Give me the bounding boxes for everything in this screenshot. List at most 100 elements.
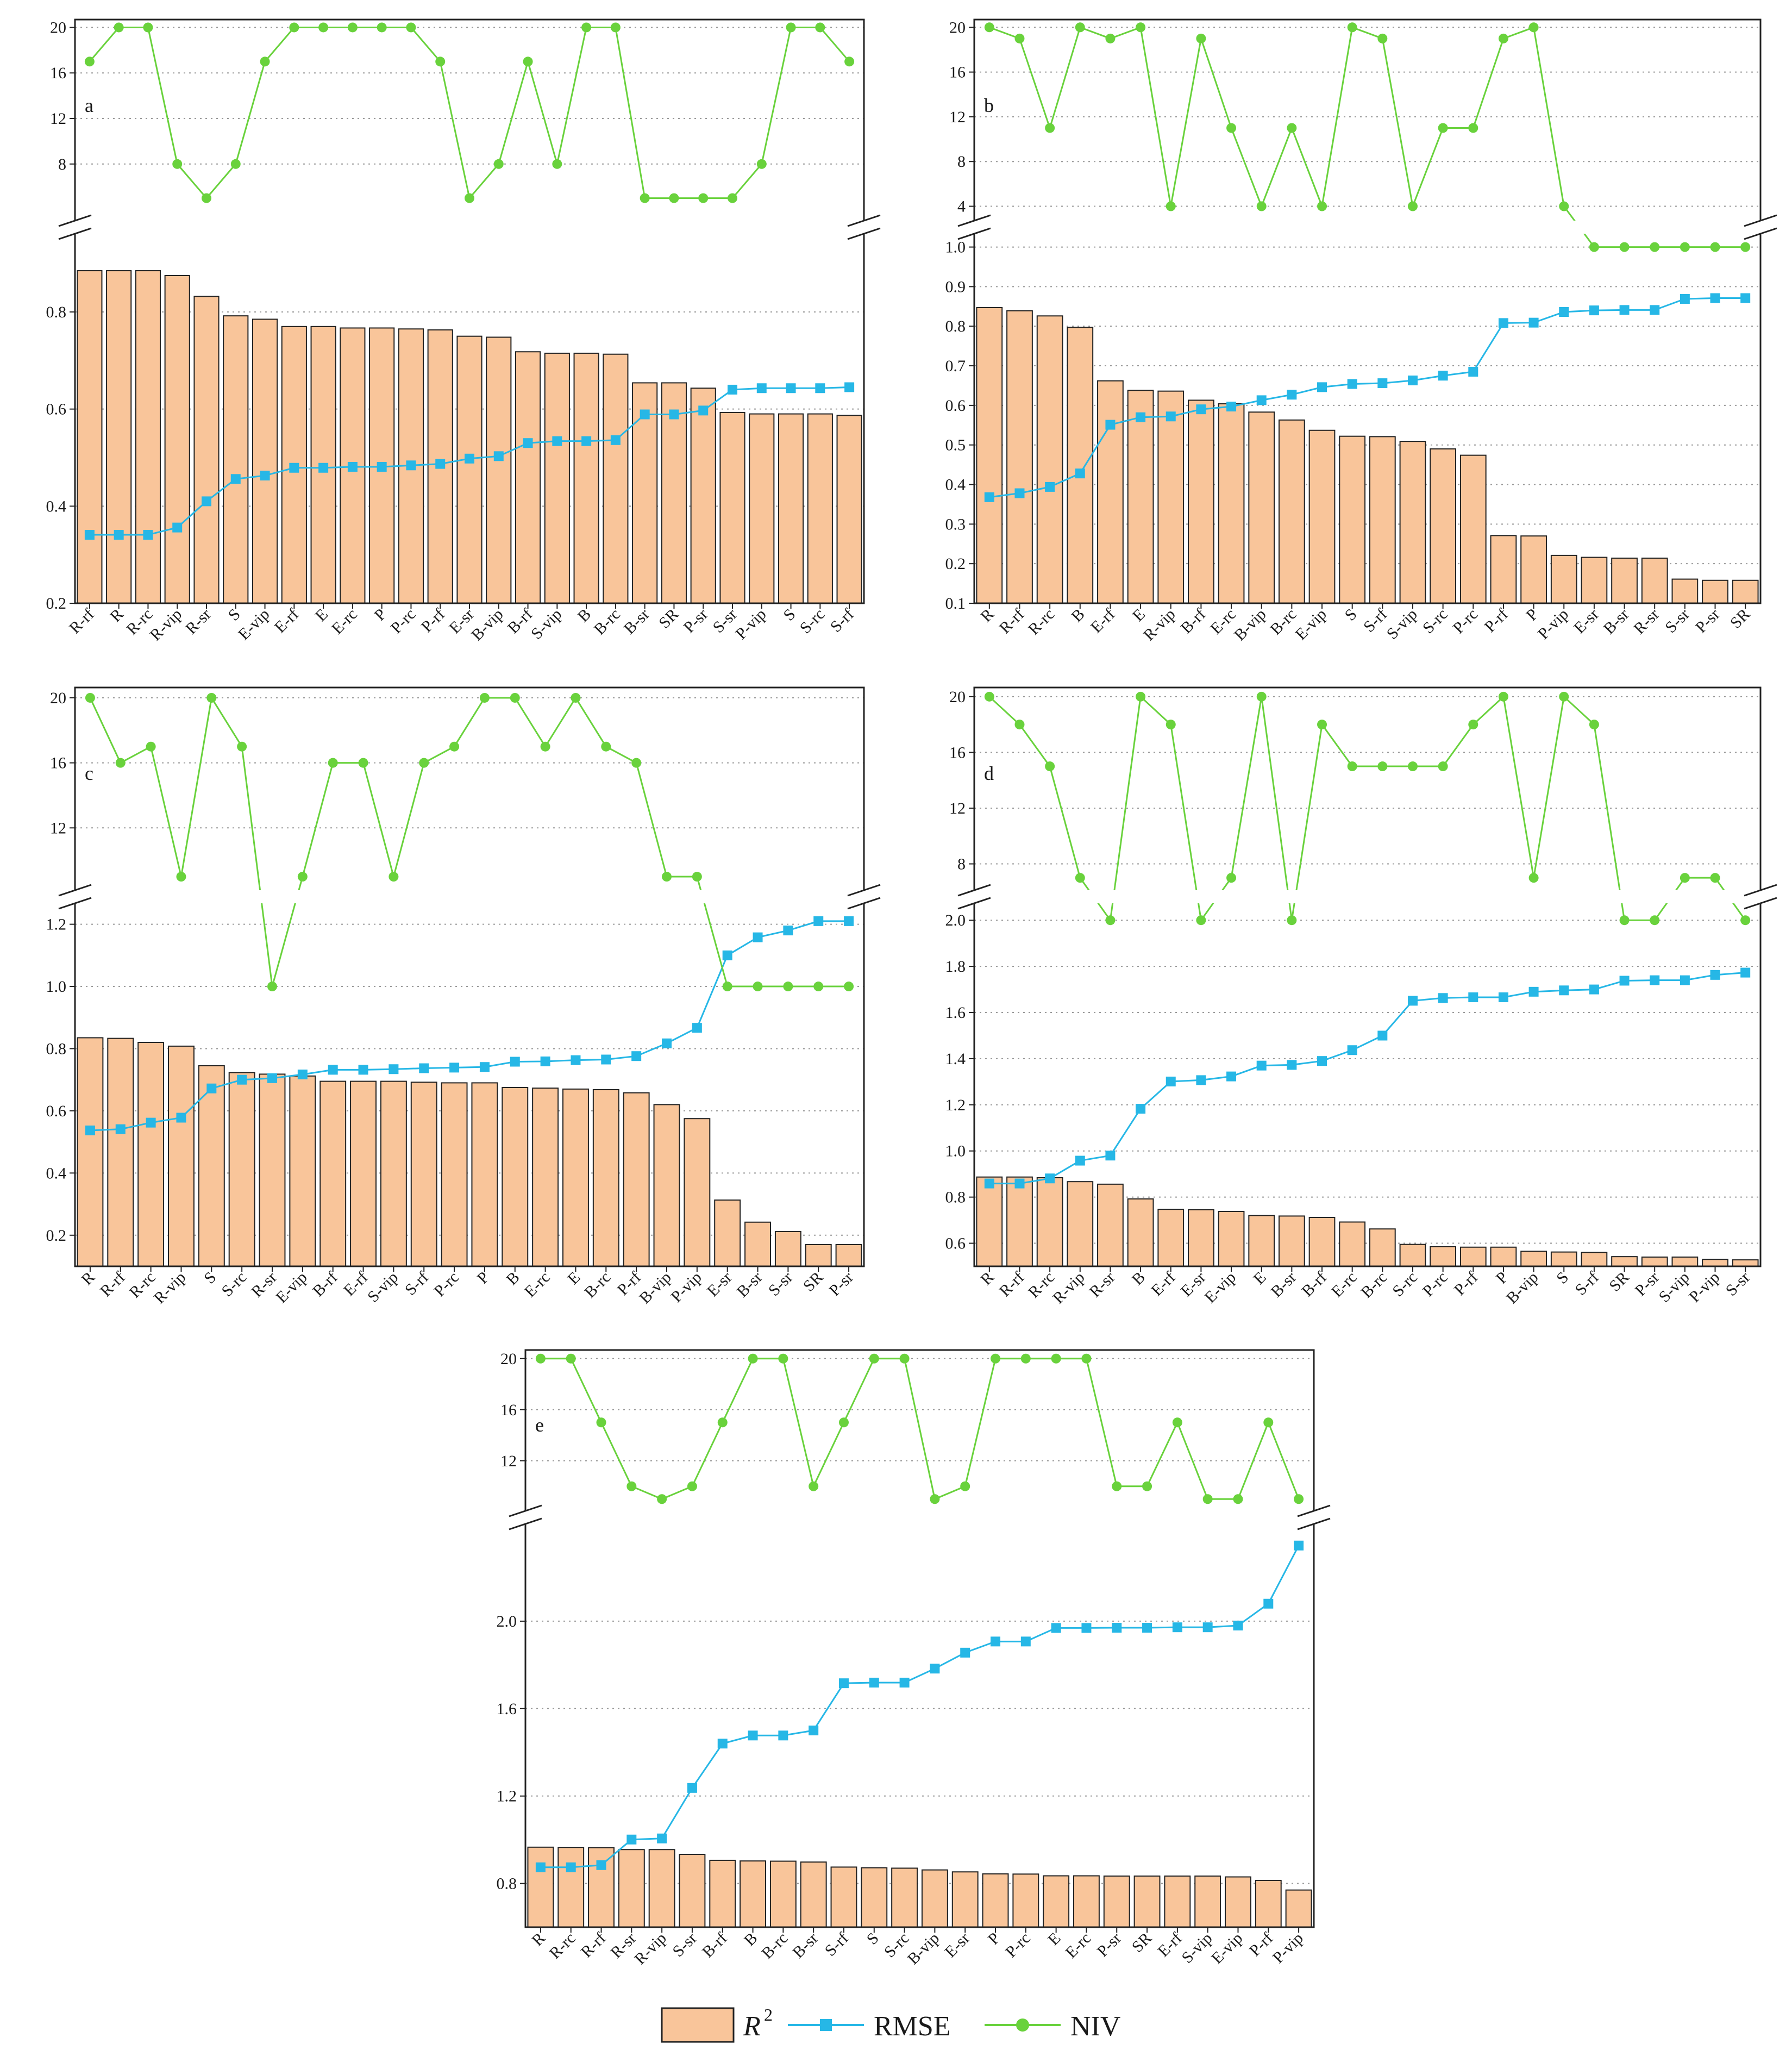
niv-marker (1166, 201, 1176, 211)
rmse-marker (540, 1056, 550, 1066)
rmse-marker (1498, 318, 1508, 328)
r2-bar (1550, 1251, 1577, 1267)
r2-bar (1732, 579, 1759, 604)
niv-marker (899, 1353, 910, 1364)
x-category-label: P-sr (826, 1268, 857, 1300)
rmse-marker (1468, 992, 1478, 1003)
niv-marker (1498, 33, 1508, 43)
rmse-marker (601, 1054, 611, 1065)
niv-marker (1105, 915, 1116, 926)
r2-bar (661, 382, 687, 604)
rmse-marker (1650, 975, 1660, 985)
x-category-label: S-sr (765, 1268, 797, 1300)
axis-break-gap (527, 1511, 1313, 1524)
plot-frame (524, 1349, 1315, 1928)
rmse-marker (610, 435, 621, 445)
x-category-label: B-sr (621, 605, 653, 638)
x-category-label: SR (1129, 1929, 1155, 1956)
x-category-label: S (863, 1929, 882, 1948)
x-category-label: E-vip (272, 1268, 310, 1307)
niv-marker (581, 22, 592, 33)
rmse-marker (1438, 993, 1448, 1003)
y-tick-label: 0.6 (945, 397, 966, 415)
niv-marker (626, 1481, 637, 1491)
rmse-marker (1136, 1104, 1146, 1114)
y-tick-label: 0.6 (46, 401, 67, 418)
x-category-label: S-rc (218, 1268, 250, 1301)
rmse-marker (1075, 468, 1085, 479)
legend-rmse-label: RMSE (874, 2011, 951, 2042)
r2-bar (515, 351, 541, 604)
x-category-label: P-rc (1002, 1929, 1034, 1961)
niv-marker (493, 159, 504, 169)
niv-marker (1589, 242, 1599, 252)
rmse-marker (1105, 1151, 1116, 1161)
r2-bar (800, 1861, 827, 1928)
niv-marker (230, 159, 241, 169)
niv-marker (85, 692, 95, 703)
niv-marker (1468, 720, 1478, 730)
x-category-label: E-sr (1570, 605, 1602, 638)
niv-marker (1196, 33, 1206, 43)
niv-marker (1559, 201, 1569, 211)
r2-bar (861, 1867, 888, 1928)
y-tick-label: 16 (500, 1401, 517, 1419)
x-category-label: S-sr (1722, 1268, 1754, 1300)
r2-bar (1702, 1259, 1728, 1267)
r2-bar (562, 1088, 589, 1267)
break-mask (958, 221, 991, 234)
rmse-marker (172, 522, 183, 533)
r2-bar (1006, 1176, 1033, 1267)
niv-marker (748, 1353, 758, 1364)
rmse-marker (267, 1073, 277, 1083)
niv-marker (510, 692, 520, 703)
y-tick-label: 0.6 (46, 1102, 67, 1120)
niv-marker (1650, 915, 1660, 926)
r2-bar (502, 1087, 529, 1267)
rmse-marker (581, 436, 592, 446)
x-category-label: P-rf (1481, 605, 1512, 636)
y-tick-label: 2.0 (497, 1613, 517, 1630)
r2-bar (1520, 535, 1547, 604)
y-tick-label: 1.2 (945, 1096, 966, 1114)
rmse-marker (358, 1065, 368, 1075)
x-category-label: B-sr (734, 1268, 766, 1301)
x-category-label: R-vip (1140, 605, 1179, 645)
rmse-marker (115, 1124, 126, 1134)
y-tick-label: 0.2 (945, 555, 966, 573)
y-tick-label: 0.4 (46, 1164, 67, 1182)
x-category-label: B-rf (1298, 1268, 1330, 1301)
x-category-label: S-rf (827, 605, 857, 636)
x-category-label: E (1250, 1268, 1269, 1288)
r2-bar (1248, 1215, 1275, 1267)
niv-marker (552, 159, 562, 169)
x-category-label: S-vip (528, 605, 565, 643)
x-category-label: S (225, 605, 244, 624)
legend-r2-label: R (743, 2011, 761, 2042)
rmse-marker (1680, 293, 1690, 304)
x-category-label: B (1129, 1268, 1149, 1289)
y-tick-label: 0.6 (945, 1235, 966, 1253)
niv-marker (115, 758, 126, 768)
rmse-marker (1045, 482, 1055, 492)
r2-bar (1430, 448, 1457, 604)
x-category-label: E-rf (271, 605, 302, 636)
r2-bar (835, 1243, 862, 1267)
legend-niv-label: NIV (1070, 2011, 1120, 2042)
niv-marker (1256, 201, 1267, 211)
x-category-label: E-rc (521, 1268, 554, 1301)
rmse-marker (1377, 1030, 1388, 1041)
y-tick-label: 16 (949, 743, 966, 761)
r2-bar (1218, 403, 1245, 604)
break-mark (1297, 1504, 1331, 1517)
rmse-marker (815, 383, 825, 393)
r2-bar (690, 388, 716, 604)
niv-marker (930, 1494, 940, 1504)
r2-bar (1369, 436, 1396, 604)
niv-marker (176, 872, 186, 882)
r2-bar (1225, 1876, 1251, 1928)
niv-marker (206, 692, 217, 703)
rmse-marker (1468, 366, 1478, 377)
y-tick-label: 20 (949, 18, 966, 36)
